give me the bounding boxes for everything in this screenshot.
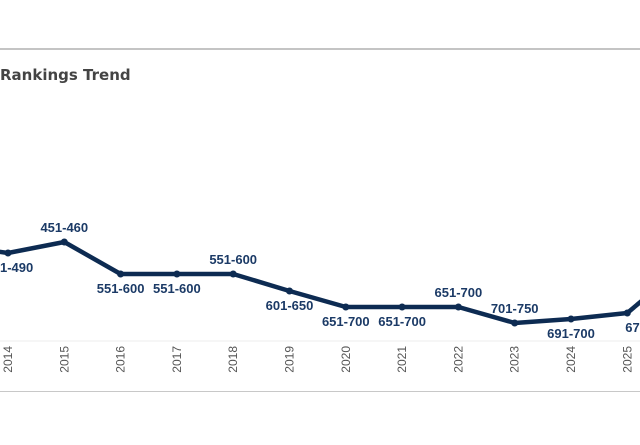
x-tick-2015: 2015 <box>57 346 71 373</box>
data-point-2024 <box>567 315 575 323</box>
data-point-2018 <box>229 270 237 278</box>
x-tick-2017: 2017 <box>170 346 184 373</box>
data-point-2016 <box>117 270 125 278</box>
data-label-2016: 551-600 <box>97 281 145 296</box>
data-point-2019 <box>286 287 293 295</box>
x-tick-2018: 2018 <box>226 346 240 373</box>
data-label-2018: 551-600 <box>209 252 257 267</box>
data-label-2024: 691-700 <box>547 326 595 341</box>
data-point-2022 <box>454 303 462 311</box>
chart-title: Rankings Trend <box>0 66 131 84</box>
data-point-2023 <box>511 319 519 327</box>
data-point-2021 <box>398 303 406 311</box>
top-divider <box>0 48 640 50</box>
data-label-2020: 651-700 <box>322 314 370 329</box>
data-label-2023: 701-750 <box>491 301 539 316</box>
data-label-2021: 651-700 <box>378 314 426 329</box>
x-tick-2021: 2021 <box>395 346 409 373</box>
data-point-2020 <box>342 303 350 311</box>
x-tick-2025: 2025 <box>620 346 634 373</box>
data-label-2025: 67 <box>625 320 639 335</box>
data-point-2017 <box>173 270 181 278</box>
data-point-2025 <box>623 309 631 317</box>
data-label-2022: 651-700 <box>435 285 483 300</box>
data-label-2015: 451-460 <box>40 220 88 235</box>
data-point-2015 <box>60 238 68 246</box>
bottom-divider <box>0 391 640 392</box>
series-line <box>0 239 640 326</box>
x-tick-2022: 2022 <box>451 346 465 373</box>
x-tick-2014: 2014 <box>1 346 15 373</box>
x-tick-2020: 2020 <box>339 346 353 373</box>
data-point-2014 <box>4 249 12 257</box>
x-tick-2016: 2016 <box>114 346 128 373</box>
x-tick-2019: 2019 <box>283 346 297 373</box>
data-label-2019: 601-650 <box>266 298 314 313</box>
x-tick-2023: 2023 <box>508 346 522 373</box>
data-label-2017: 551-600 <box>153 281 201 296</box>
data-label-2014: 1-490 <box>0 260 33 275</box>
x-tick-2024: 2024 <box>564 346 578 373</box>
